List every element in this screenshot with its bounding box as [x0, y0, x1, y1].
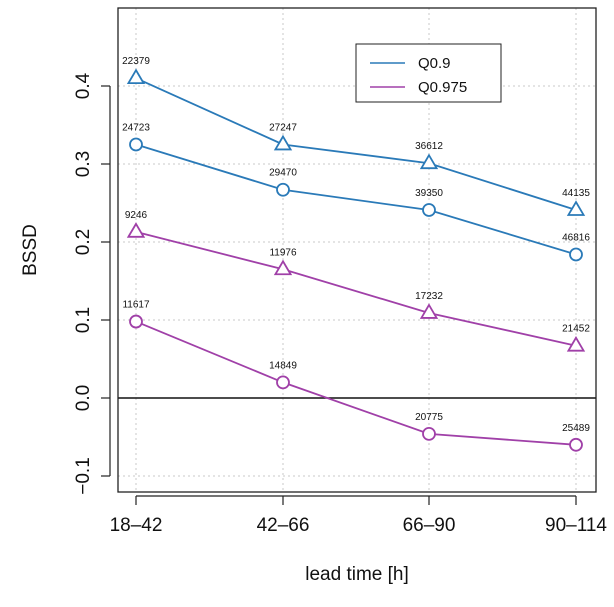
data-label-s1-1: 27247: [269, 123, 297, 134]
point-triangle-s3-3: [566, 335, 586, 352]
point-triangle-s1-2: [419, 153, 439, 170]
y-tick-label-2: 0.1: [73, 307, 94, 333]
data-label-s1-3: 44135: [562, 188, 590, 199]
point-triangle-s3-2: [419, 303, 439, 319]
legend-label-q0975: Q0.975: [418, 79, 467, 96]
point-triangle-s1-0: [126, 68, 146, 85]
data-label-s4-1: 14849: [269, 360, 297, 371]
data-label-s4-0: 11617: [122, 300, 150, 311]
y-axis: −0.1 0.0 0.1 0.2 0.3 0.4: [73, 72, 111, 495]
plot-frame: [117, 7, 597, 493]
point-circle-s4-1: [276, 375, 290, 390]
data-label-s2-3: 46816: [562, 232, 590, 243]
point-triangle-s3-1: [273, 259, 293, 276]
x-tick-label-0: 18–42: [110, 515, 163, 536]
x-tick-label-3: 90–114: [545, 515, 607, 536]
data-label-s3-3: 21452: [562, 324, 590, 335]
data-label-s3-2: 17232: [415, 291, 443, 302]
x-tick-label-2: 66–90: [403, 515, 456, 536]
point-triangle-s3-0: [126, 222, 146, 238]
series-layer: 22379 27247 36612 44135 24723 29470 39350 46816…: [122, 56, 590, 452]
point-triangle-s1-1: [273, 134, 293, 151]
legend-box: [355, 43, 502, 103]
point-triangle-s1-3: [566, 200, 586, 216]
series-line-1: [135, 77, 577, 211]
data-label-s2-1: 29470: [269, 168, 297, 179]
point-circle-s4-0: [129, 314, 143, 329]
y-axis-title: BSSD: [20, 224, 41, 276]
legend: Q0.9 Q0.975: [355, 43, 502, 103]
point-circle-s2-0: [129, 137, 143, 152]
y-tick-label-4: 0.3: [73, 151, 94, 177]
point-circle-s2-1: [276, 182, 290, 197]
series-line-3: [135, 230, 577, 347]
data-label-s2-2: 39350: [415, 188, 443, 199]
data-label-s4-2: 20775: [415, 412, 443, 423]
series-2-Q0.9-circle: 24723 29470 39350 46816: [122, 123, 590, 262]
point-circle-s2-2: [422, 203, 436, 217]
series-1-Q0.9-triangle: 22379 27247 36612 44135: [122, 56, 590, 216]
series-line-2: [135, 143, 577, 256]
y-tick-label-5: 0.4: [73, 72, 94, 99]
x-axis: 18–42 42–66 66–90 90–114: [110, 495, 607, 536]
point-circle-s4-3: [569, 437, 583, 452]
y-tick-label-1: 0.0: [73, 385, 94, 411]
legend-label-q09: Q0.9: [418, 55, 451, 72]
series-3-Q0.975-triangle: 9246 11976 17232 21452: [125, 210, 590, 352]
x-axis-title: lead time [h]: [305, 564, 409, 585]
data-label-s4-3: 25489: [562, 423, 590, 434]
data-label-s3-1: 11976: [269, 247, 297, 258]
data-label-s1-2: 36612: [415, 141, 443, 152]
y-tick-label-3: 0.2: [73, 229, 94, 255]
data-label-s2-0: 24723: [122, 123, 150, 134]
series-line-4: [135, 320, 577, 446]
y-tick-label-0: −0.1: [73, 457, 94, 495]
data-label-s3-0: 9246: [125, 210, 148, 221]
point-circle-s2-3: [569, 247, 583, 262]
x-tick-label-1: 42–66: [257, 515, 310, 536]
series-4-Q0.975-circle: 11617 14849 20775 25489: [122, 300, 590, 452]
data-label-s1-0: 22379: [122, 56, 150, 67]
point-circle-s4-2: [422, 426, 436, 441]
